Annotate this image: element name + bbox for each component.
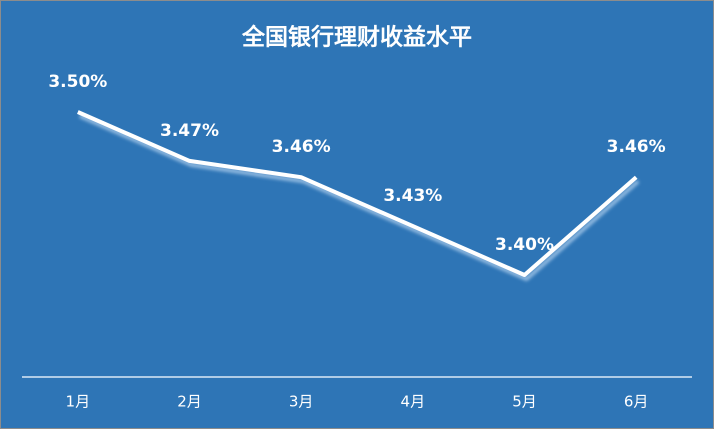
data-label: 3.40% [495, 235, 554, 255]
x-tick-label: 2月 [177, 393, 202, 411]
data-label: 3.43% [383, 186, 442, 206]
x-tick-label: 6月 [624, 393, 649, 411]
data-label: 3.46% [272, 137, 331, 157]
data-label: 3.46% [607, 137, 666, 157]
x-tick-label: 4月 [401, 393, 426, 411]
data-label: 3.47% [160, 121, 219, 141]
chart-title: 全国银行理财收益水平 [241, 24, 472, 51]
x-tick-label: 1月 [66, 393, 91, 411]
data-label: 3.50% [48, 72, 107, 92]
x-tick-label: 3月 [289, 393, 314, 411]
line [77, 110, 638, 277]
x-tick-label: 5月 [512, 393, 537, 411]
